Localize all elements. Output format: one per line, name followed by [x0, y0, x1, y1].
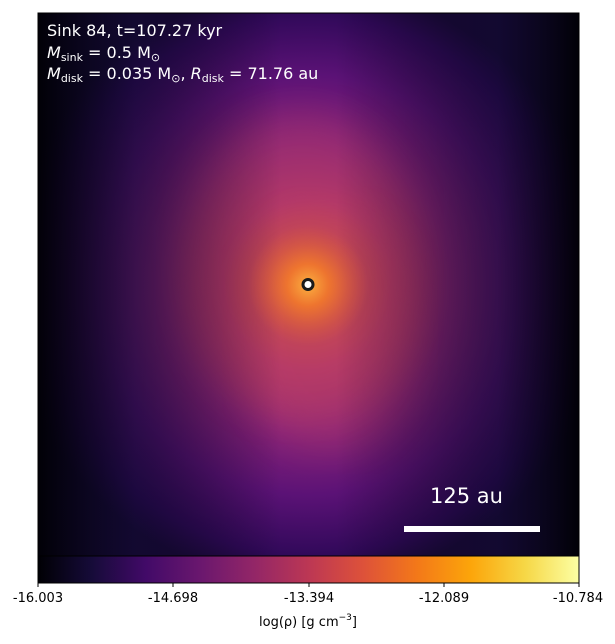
colorbar-tick-label: -14.698 [147, 591, 199, 606]
rdisk-sub: disk [201, 72, 224, 85]
density-map [38, 13, 579, 556]
msink-unit-sub: ⊙ [150, 51, 161, 64]
rdisk-separator: , [180, 64, 191, 83]
colorbar-tick-label: -13.394 [283, 591, 335, 606]
colorbar-tick-label: -16.003 [12, 591, 64, 606]
disk-properties-label: Mdisk = 0.035 M⊙, Rdisk = 71.76 au [47, 64, 318, 89]
mdisk-unit-sub: ⊙ [171, 72, 181, 85]
rdisk-value: = 71.76 au [223, 64, 319, 83]
mdisk-value: = 0.035 M [82, 64, 172, 83]
scale-bar [404, 526, 540, 532]
sink-marker [301, 278, 315, 291]
mdisk-sub: disk [60, 72, 83, 85]
msink-value: = 0.5 M [82, 43, 151, 62]
colorbar-tick-label: -12.089 [418, 591, 470, 606]
sink-mass-label: Msink = 0.5 M⊙ [47, 43, 160, 68]
colorbar-label: log(ρ) [g cm−3] [259, 613, 357, 630]
msink-sub: sink [60, 51, 83, 64]
mdisk-symbol: M [47, 64, 61, 83]
sink-time-label: Sink 84, t=107.27 kyr [47, 21, 223, 40]
colorbar [37, 555, 580, 584]
rdisk-symbol: R [190, 64, 202, 83]
colorbar-tick-label: -10.784 [552, 591, 604, 606]
colorbar-label-suffix: ] [351, 615, 357, 630]
msink-symbol: M [47, 43, 61, 62]
scale-bar-label: 125 au [430, 484, 503, 508]
colorbar-ticks [37, 583, 580, 587]
colorbar-label-exp: −3 [338, 613, 352, 623]
colorbar-label-prefix: log(ρ) [g cm [259, 615, 339, 630]
